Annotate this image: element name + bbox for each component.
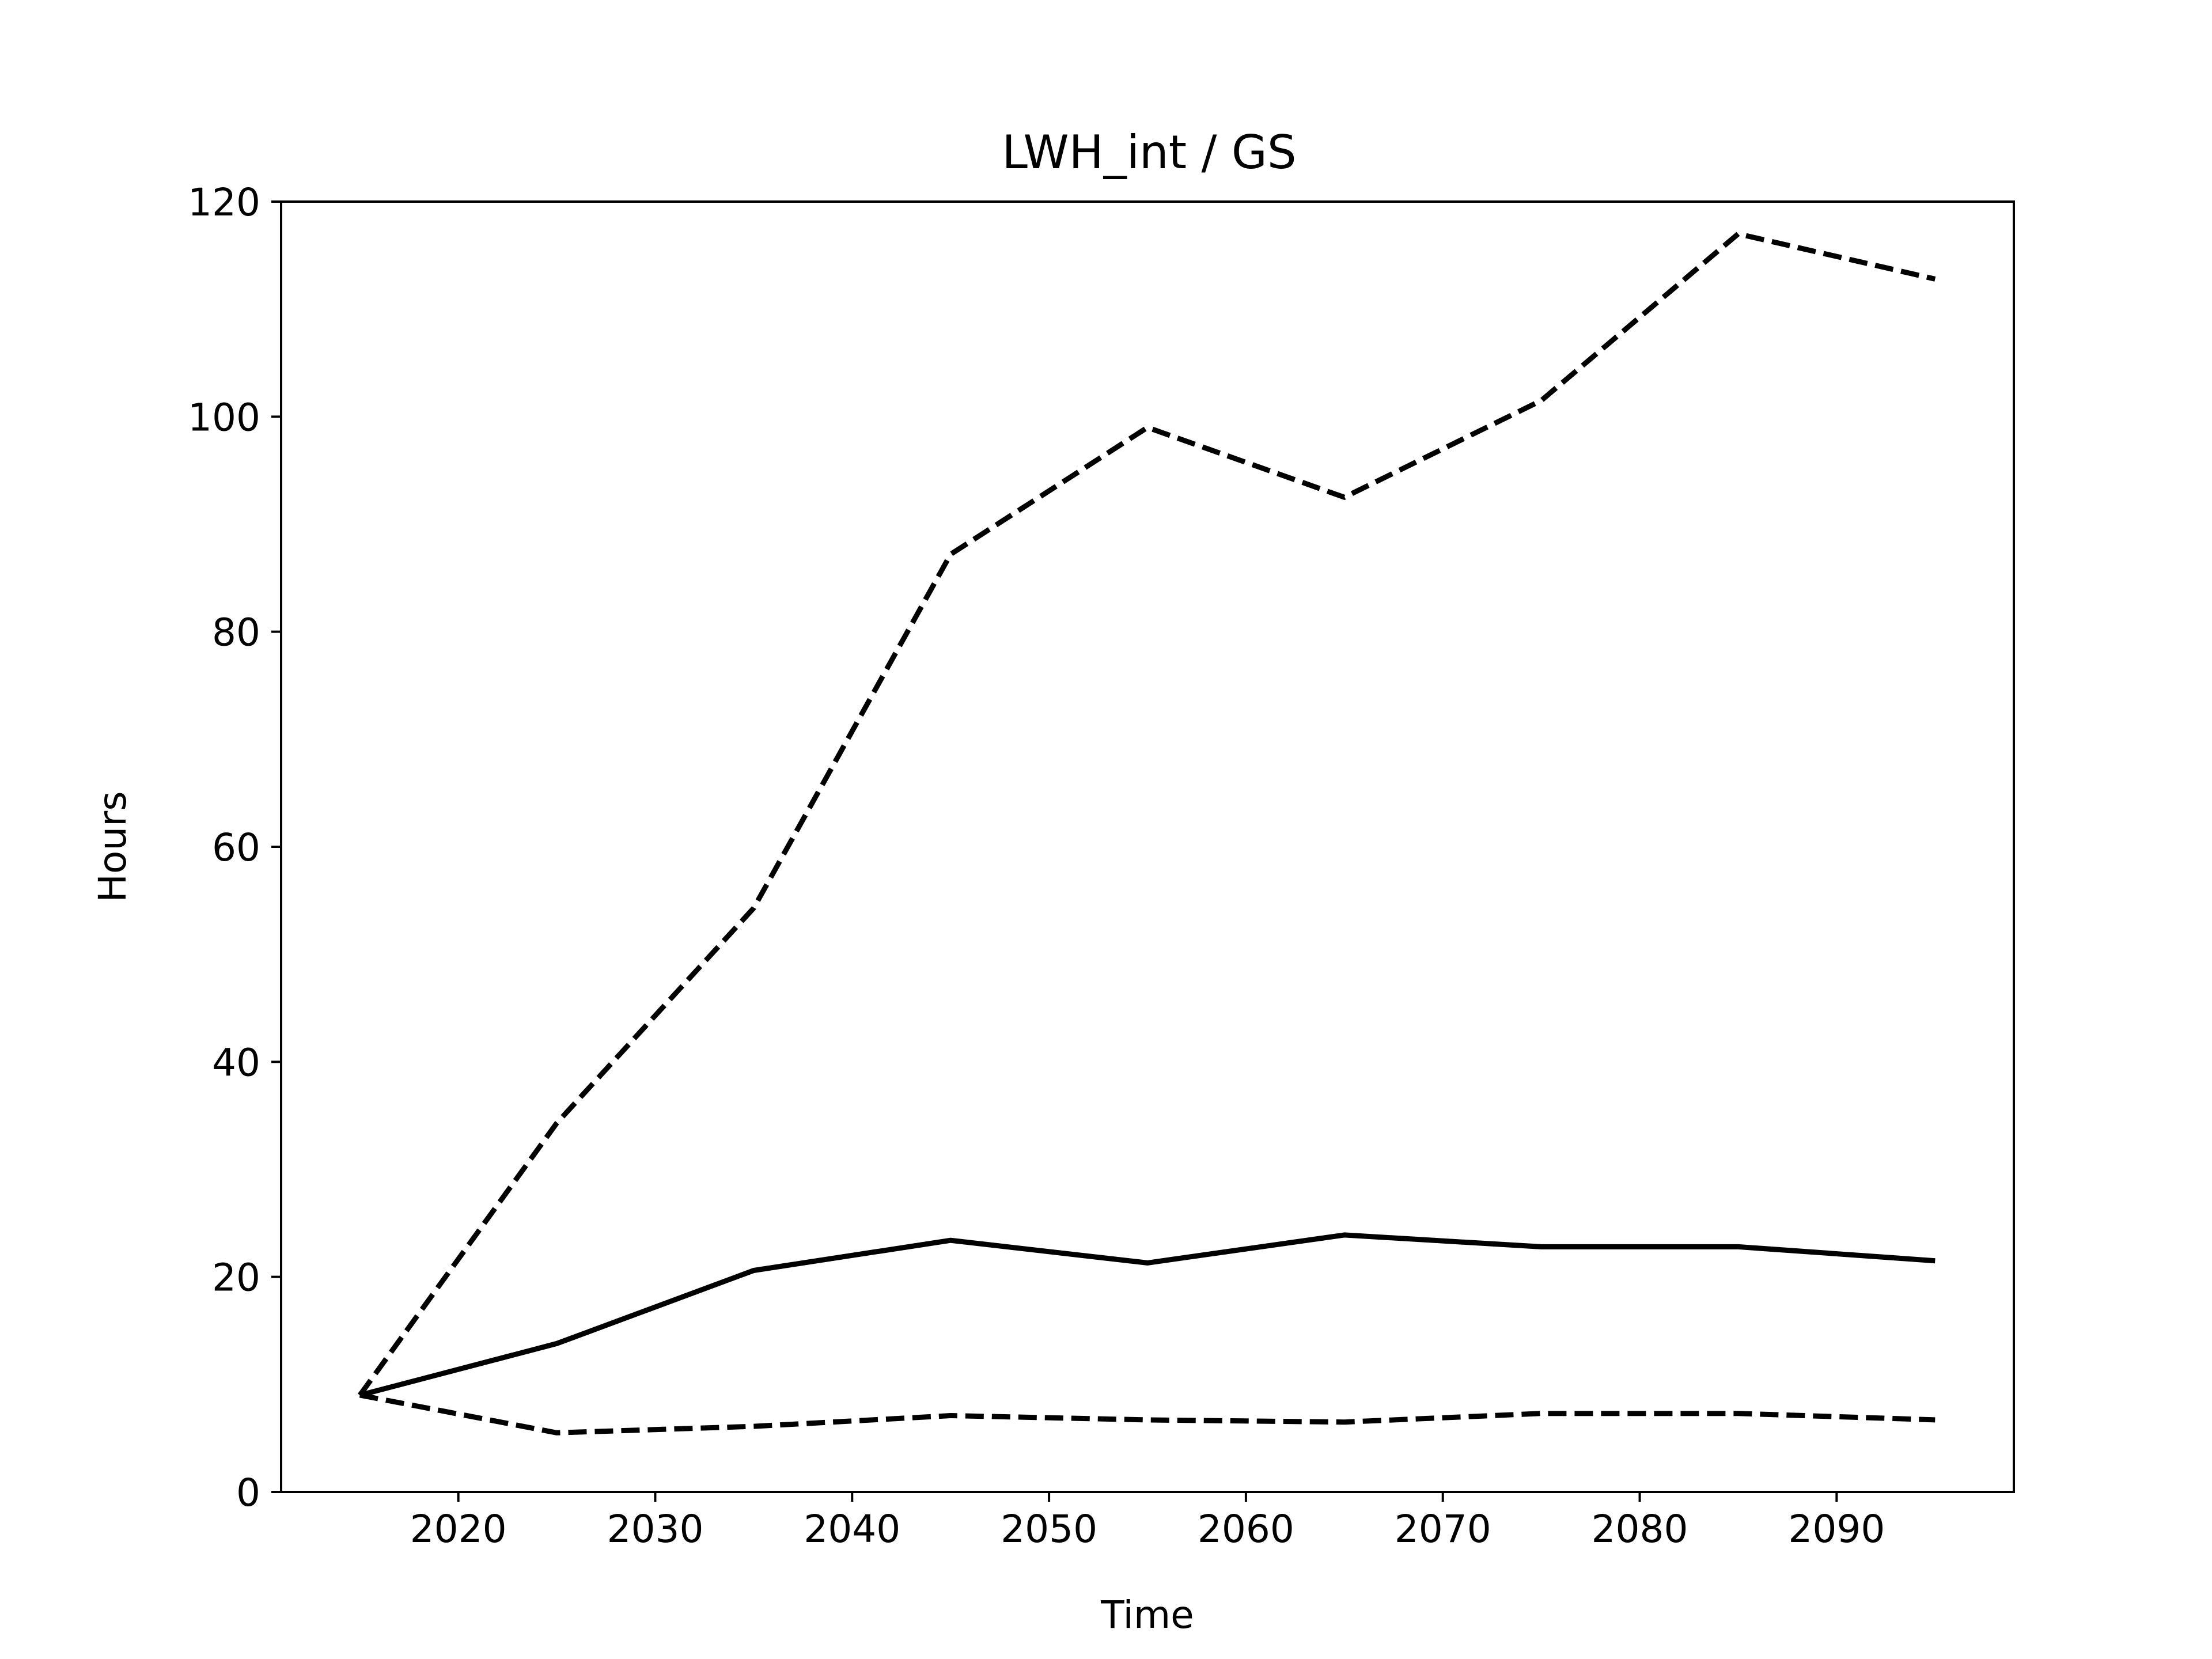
chart-title: LWH_int / GS bbox=[1002, 126, 1296, 179]
x-axis-title: Time bbox=[1100, 1593, 1194, 1637]
series-line-1 bbox=[359, 1232, 1936, 1398]
series-line-3 bbox=[359, 1392, 1936, 1435]
y-tick-label: 100 bbox=[188, 395, 260, 440]
y-axis-title: Hours bbox=[90, 791, 135, 902]
x-tick-label: 2070 bbox=[1395, 1507, 1491, 1551]
y-axis: 0 20 40 60 80 100 120 bbox=[188, 180, 281, 1515]
series-line-2 bbox=[358, 231, 1936, 1397]
x-axis: 2020 2030 2040 2050 2060 2070 2080 2090 bbox=[410, 1492, 1885, 1551]
x-tick-label: 2080 bbox=[1592, 1507, 1688, 1551]
y-tick-label: 60 bbox=[212, 825, 260, 870]
series-layer bbox=[358, 231, 1936, 1435]
x-tick-label: 2060 bbox=[1198, 1507, 1294, 1551]
y-tick-label: 40 bbox=[212, 1040, 260, 1085]
y-tick-label: 0 bbox=[236, 1471, 260, 1515]
x-tick-label: 2030 bbox=[607, 1507, 703, 1551]
y-tick-label: 120 bbox=[188, 180, 260, 225]
x-tick-label: 2040 bbox=[804, 1507, 900, 1551]
x-tick-label: 2090 bbox=[1788, 1507, 1885, 1551]
y-tick-label: 80 bbox=[212, 611, 260, 655]
x-tick-label: 2050 bbox=[1001, 1507, 1097, 1551]
y-tick-label: 20 bbox=[212, 1256, 260, 1300]
x-tick-label: 2020 bbox=[410, 1507, 507, 1551]
